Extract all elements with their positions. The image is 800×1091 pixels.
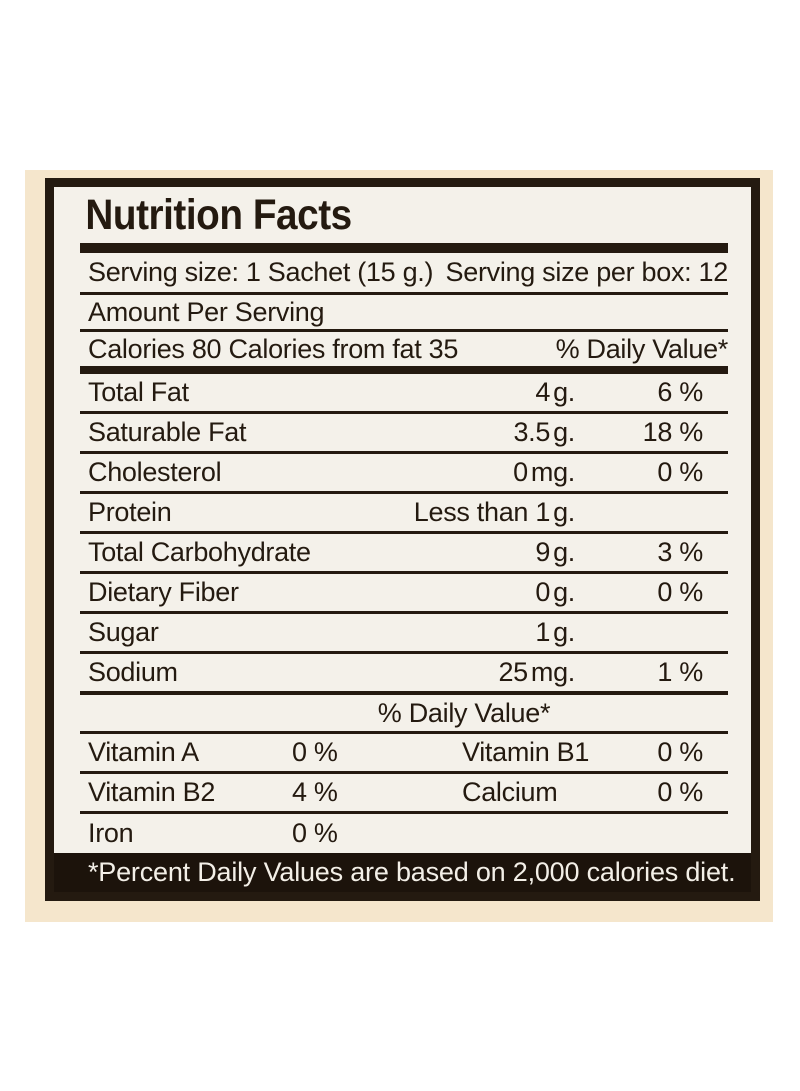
nutrient-unit: mg. (530, 457, 575, 487)
nutrient-name: Total Carbohydrate (88, 537, 311, 567)
footnote-bar: *Percent Daily Values are based on 2,000… (54, 853, 751, 892)
nutrient-amount: 25 mg. (498, 657, 575, 687)
title-divider-bar (80, 243, 728, 253)
nutrient-row-total-carbohydrate: Total Carbohydrate 9 g. 3 % (80, 534, 728, 571)
nutrient-daily-value: 18 % (642, 417, 704, 447)
nutrient-row-saturable-fat: Saturable Fat 3.5 g. 18 % (80, 414, 728, 451)
nutrient-row-dietary-fiber: Dietary Fiber 0 g. 0 % (80, 574, 728, 611)
nutrient-row-cholesterol: Cholesterol 0 mg. 0 % (80, 454, 728, 491)
nutrient-amount: Less than 1 g. (413, 497, 576, 527)
nutrition-facts-label: Nutrition Facts Serving size: 1 Sachet (… (45, 178, 760, 901)
nutrient-name: Sodium (88, 657, 178, 687)
nutrient-unit: mg. (530, 657, 575, 687)
nutrient-amount: 0 mg. (513, 457, 575, 487)
nutrient-daily-value: 1 % (657, 657, 703, 687)
divider (80, 611, 728, 614)
nutrient-unit: g. (553, 617, 575, 647)
amount-per-serving-row: Amount Per Serving (80, 295, 728, 329)
nutrient-name: Dietary Fiber (88, 577, 239, 607)
nutrient-daily-value: 0 % (657, 457, 703, 487)
nutrient-row-total-fat: Total Fat 4 g. 6 % (80, 374, 728, 411)
divider (80, 292, 728, 295)
divider (80, 771, 728, 774)
divider (80, 651, 728, 654)
vitamin-value: 0 % (292, 818, 338, 848)
vitamin-row: Iron 0 % (80, 814, 728, 853)
divider (80, 571, 728, 574)
nutrient-name: Protein (88, 497, 172, 527)
nutrient-unit: g. (553, 497, 575, 527)
divider (80, 329, 728, 332)
vitamin-value: 4 % (292, 777, 338, 807)
serving-size-row: Serving size: 1 Sachet (15 g.) Serving s… (80, 253, 728, 292)
nutrient-amount: 4 g. (535, 377, 575, 407)
servings-per-box-text: Serving size per box: 12 (445, 257, 729, 287)
daily-value-section-header: % Daily Value* (377, 697, 551, 728)
divider (80, 451, 728, 454)
label-content: Nutrition Facts Serving size: 1 Sachet (… (54, 187, 751, 853)
nutrient-row-protein: Protein Less than 1 g. (80, 494, 728, 531)
divider (80, 691, 728, 695)
nutrient-daily-value: 3 % (657, 537, 703, 567)
vitamin-value: 0 % (657, 777, 703, 807)
divider (80, 531, 728, 534)
label-title: Nutrition Facts (85, 191, 352, 239)
vitamin-row: Vitamin B2 4 % Calcium 0 % (80, 774, 728, 811)
vitamin-name: Vitamin B2 (88, 777, 216, 807)
vitamin-name: Iron (88, 818, 134, 848)
nutrient-name: Total Fat (88, 377, 189, 407)
vitamin-value: 0 % (292, 737, 338, 767)
nutrient-unit: g. (553, 577, 575, 607)
nutrient-amount: 9 g. (535, 537, 575, 567)
vitamin-name: Calcium (462, 777, 558, 807)
calories-text: Calories 80 Calories from fat 35 (88, 333, 459, 364)
footnote-text: *Percent Daily Values are based on 2,000… (88, 857, 736, 887)
nutrient-unit: g. (553, 377, 575, 407)
nutrient-amount: 1 g. (535, 617, 575, 647)
calories-divider-bar (80, 366, 728, 374)
daily-value-column-header: % Daily Value* (555, 333, 729, 364)
nutrient-name: Cholesterol (88, 457, 222, 487)
nutrient-row-sugar: Sugar 1 g. (80, 614, 728, 651)
amount-per-serving-text: Amount Per Serving (88, 296, 325, 327)
nutrient-name: Sugar (88, 617, 159, 647)
nutrient-daily-value: 6 % (657, 377, 703, 407)
daily-value-section-header-row: % Daily Value* (80, 695, 728, 731)
divider (80, 731, 728, 734)
nutrient-unit: g. (553, 417, 575, 447)
vitamin-name: Vitamin B1 (462, 737, 590, 767)
divider (80, 811, 728, 814)
nutrient-unit: g. (553, 537, 575, 567)
divider (80, 411, 728, 414)
nutrient-row-sodium: Sodium 25 mg. 1 % (80, 654, 728, 691)
divider (80, 491, 728, 494)
nutrient-amount: 0 g. (535, 577, 575, 607)
vitamin-row: Vitamin A 0 % Vitamin B1 0 % (80, 734, 728, 771)
nutrient-amount: 3.5 g. (513, 417, 575, 447)
nutrient-daily-value: 0 % (657, 577, 703, 607)
serving-size-text: Serving size: 1 Sachet (15 g.) (88, 257, 434, 287)
vitamin-name: Vitamin A (88, 737, 199, 767)
nutrient-name: Saturable Fat (88, 417, 247, 447)
vitamin-value: 0 % (657, 737, 703, 767)
calories-row: Calories 80 Calories from fat 35 % Daily… (80, 332, 728, 366)
title-row: Nutrition Facts (80, 187, 728, 243)
